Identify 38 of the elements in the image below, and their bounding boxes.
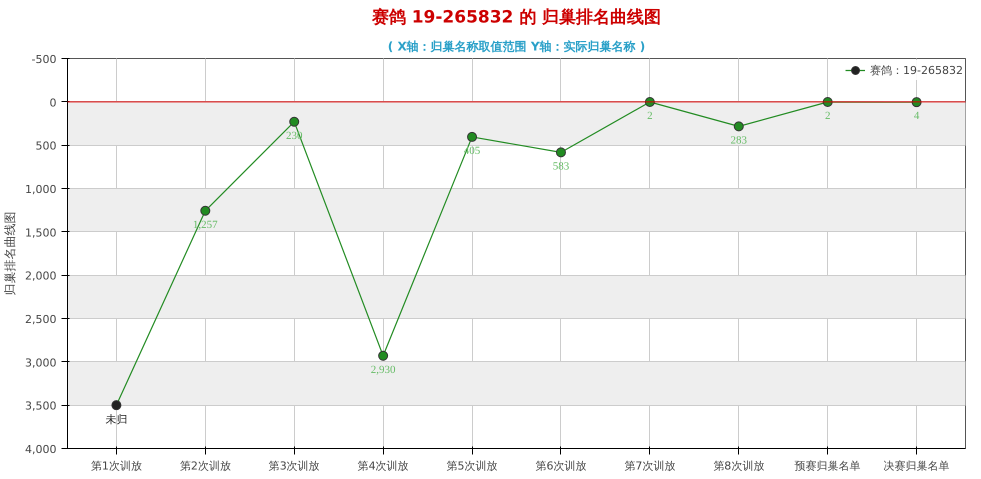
x-tick-label: 决赛归巢名单 (884, 460, 950, 472)
y-tick-label: -500 (32, 53, 57, 66)
x-tick-label: 第4次训放 (358, 460, 409, 472)
x-tick-label: 第7次训放 (624, 460, 676, 472)
x-tick-label: 预赛归巢名单 (794, 460, 861, 472)
data-label: 2 (824, 110, 830, 122)
legend-label: 赛鸽：19-265832 (870, 62, 963, 78)
data-label: 283 (730, 134, 748, 146)
point (734, 121, 744, 132)
point (556, 147, 566, 158)
chart-title: 赛鸽 19-265832 的 归巢排名曲线图 (370, 8, 662, 28)
y-tick-label: 1,500 (25, 226, 57, 240)
y-tick-label: 0 (50, 96, 56, 110)
point (200, 206, 210, 216)
x-tick-label: 第3次训放 (268, 460, 320, 472)
y-tick-label: 4,000 (25, 443, 57, 456)
data-label: 未归 (105, 413, 128, 426)
x-tick-label: 第8次训放 (713, 460, 764, 472)
y-tick-label: 1,000 (25, 183, 57, 196)
y-tick-label: 500 (36, 140, 57, 153)
y-tick-label: 3,500 (25, 400, 57, 413)
point (467, 132, 478, 142)
x-tick-label: 第2次训放 (180, 460, 231, 472)
x-tick-label: 第5次训放 (446, 460, 498, 472)
point (378, 350, 388, 361)
point (289, 116, 300, 127)
chart-subtitle: ( X轴：归巢名称取值范围 Y轴：实际归巢名称 ) (388, 40, 646, 54)
data-label: 2 (647, 110, 653, 122)
y-tick-label: 2,000 (25, 270, 57, 283)
point (111, 400, 122, 410)
y-axis-title: 归巢排名曲线图 (3, 212, 18, 296)
data-label: 2,930 (370, 364, 396, 376)
x-tick-label: 第1次训放 (90, 460, 142, 472)
y-tick-label: 3,000 (25, 356, 57, 370)
data-label: 583 (552, 160, 570, 172)
data-label: 4 (914, 110, 920, 122)
x-tick-label: 第6次训放 (535, 460, 586, 472)
y-tick-label: 2,500 (25, 313, 57, 326)
